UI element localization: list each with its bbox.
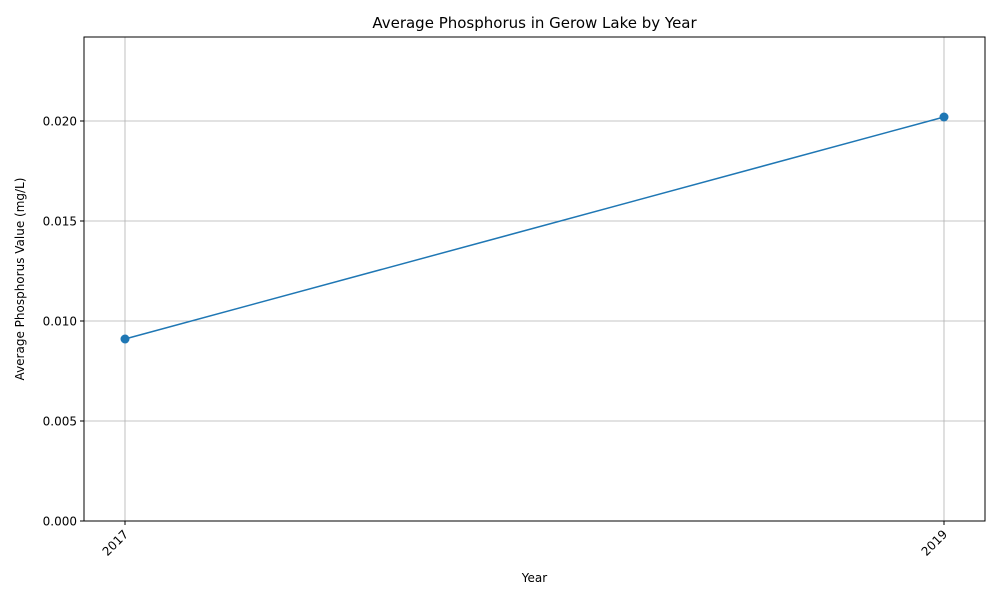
y-tick-label: 0.010 bbox=[43, 315, 77, 329]
y-tick-label: 0.020 bbox=[43, 115, 77, 129]
y-tick-label: 0.000 bbox=[43, 515, 77, 529]
series-layer bbox=[120, 112, 949, 344]
series-line bbox=[124, 116, 945, 340]
data-point-marker bbox=[939, 112, 949, 122]
y-tick-label: 0.015 bbox=[43, 215, 77, 229]
y-tick-label: 0.005 bbox=[43, 415, 77, 429]
x-axis-label: Year bbox=[521, 571, 547, 585]
chart-title: Average Phosphorus in Gerow Lake by Year bbox=[372, 14, 697, 32]
plot-area-frame bbox=[83, 36, 986, 522]
y-axis-label: Average Phosphorus Value (mg/L) bbox=[13, 178, 27, 381]
data-point-marker bbox=[120, 334, 130, 344]
